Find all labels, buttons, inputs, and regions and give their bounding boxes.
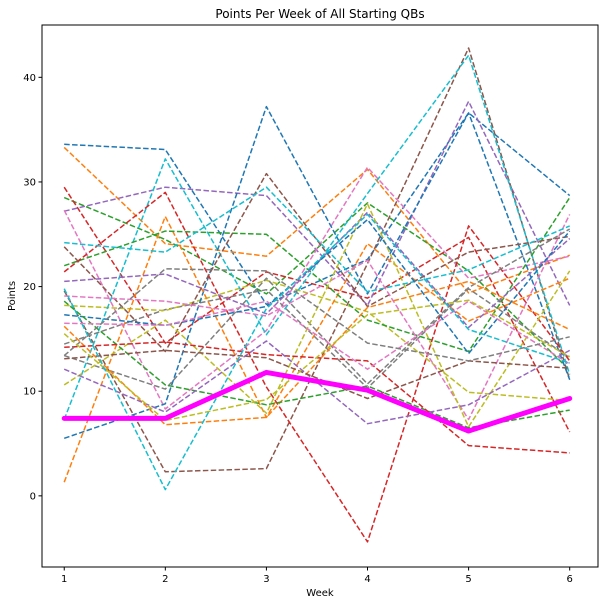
y-tick-label: 20 [23,282,36,293]
qb-series-line-13 [63,197,571,353]
x-tick-label: 5 [465,574,471,585]
qb-series-line-28 [63,268,570,362]
y-axis: 0 10 20 30 40 [23,73,42,502]
qb-series-line-20 [64,186,570,293]
highlighted-qb-series-line [61,369,573,434]
qb-series-line-19 [63,203,571,428]
qb-series-line-7 [63,166,570,410]
qb-series-line-14 [63,191,571,543]
y-tick-label: 40 [23,73,36,84]
qb-series-line-26 [64,349,570,400]
x-axis: 1 2 3 4 5 6 [61,567,573,585]
y-tick-label: 10 [23,387,36,398]
series-layer [61,47,573,543]
chart-title: Points Per Week of All Starting QBs [215,7,424,21]
qb-series-line-6 [63,47,571,473]
x-tick-label: 1 [61,574,67,585]
x-tick-label: 2 [162,574,168,585]
y-tick-label: 30 [23,177,36,188]
qb-series-line-9 [64,279,570,402]
qb-series-line-4 [63,186,571,433]
qb-series-line-17 [64,214,571,421]
qb-series-line-22 [63,280,571,426]
x-tick-label: 4 [364,574,370,585]
qb-series-line-18 [63,228,571,390]
x-tick-label: 6 [567,574,573,585]
y-axis-title: Points [7,281,18,311]
qb-series-line-30 [63,213,570,491]
plot-frame [41,24,599,568]
x-tick-label: 3 [263,574,269,585]
qb-series-line-5 [64,100,571,307]
qb-series-line-27 [64,300,571,370]
qb-series-line-21 [64,218,571,355]
qb-series-line-2 [63,146,570,294]
qb-series-line-25 [63,340,571,425]
qb-series-line-11 [63,105,571,440]
qb-series-line-16 [63,172,570,353]
qb-series-line-8 [63,287,571,389]
qb-series-line-1 [64,112,571,306]
y-tick-label: 0 [30,491,36,502]
qb-series-line-3 [63,196,571,371]
x-axis-title: Week [306,588,334,599]
qb-series-line-29 [63,299,571,422]
